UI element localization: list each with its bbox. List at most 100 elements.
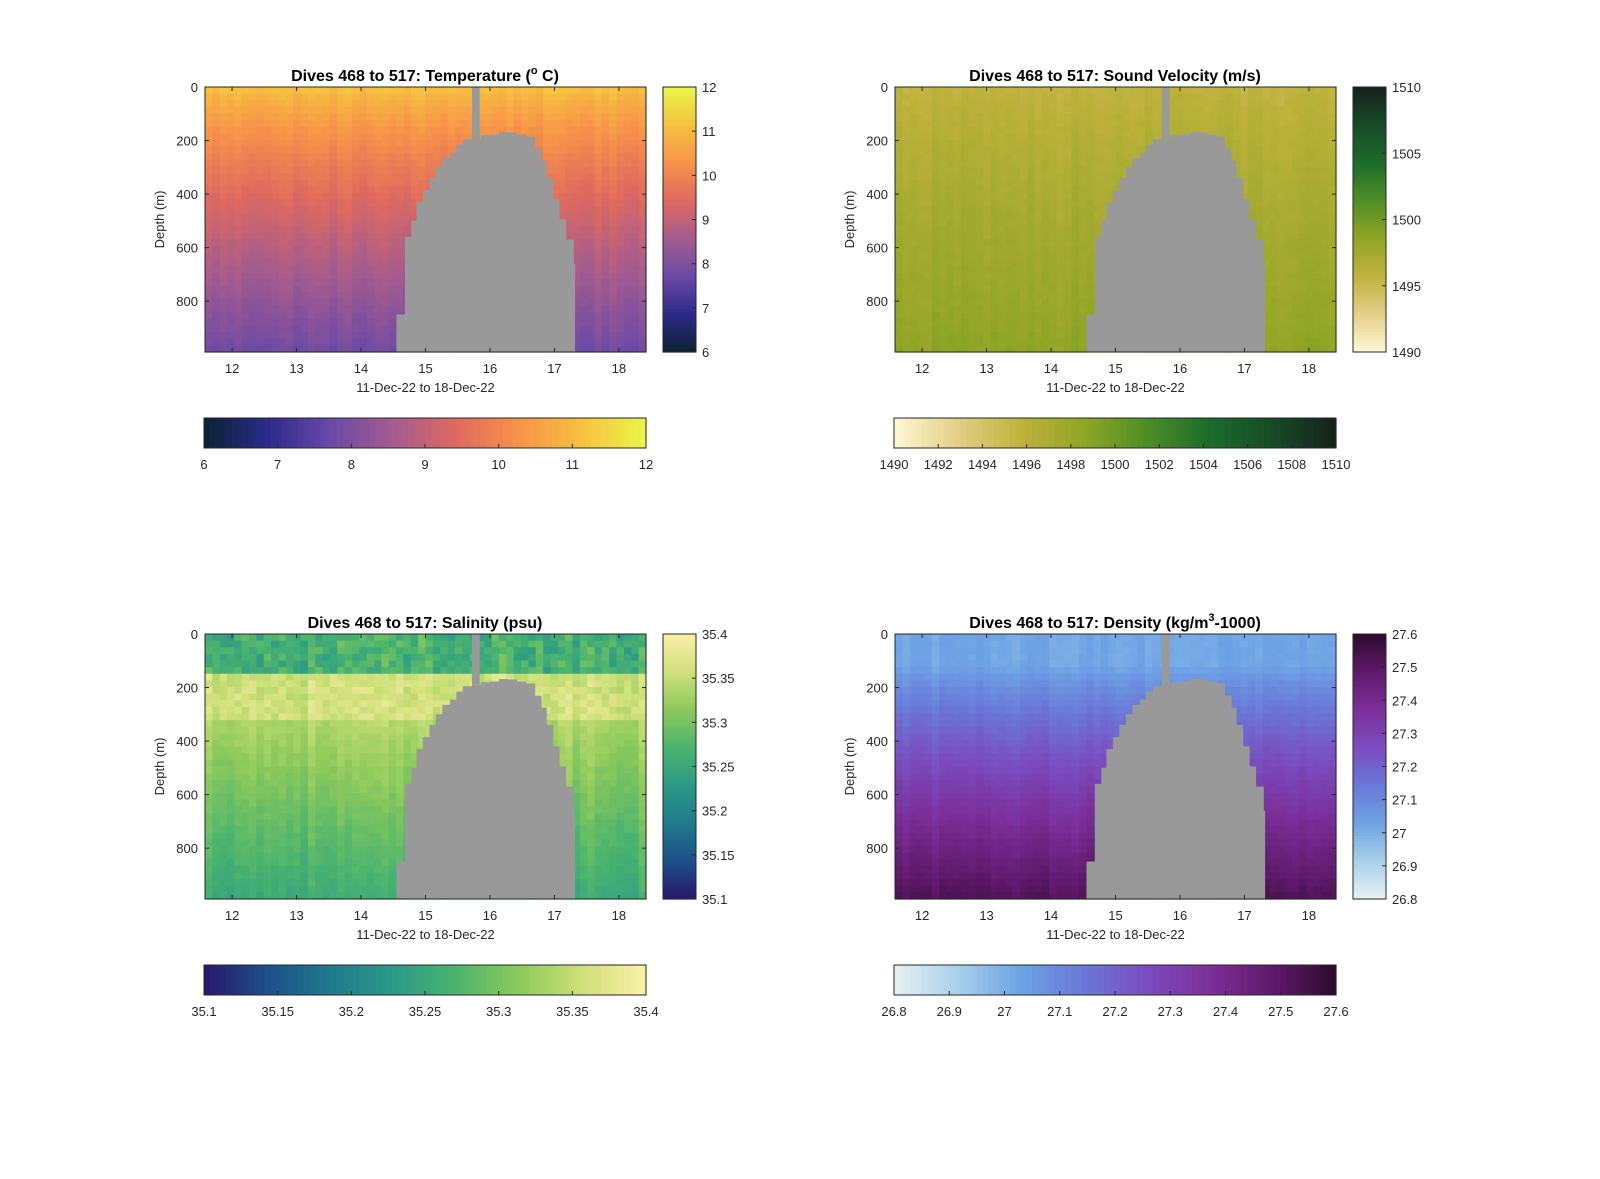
heatmap-cell [307, 133, 316, 141]
heatmap-cell [227, 113, 235, 121]
heatmap-cell [263, 140, 272, 148]
heatmap-cell [983, 146, 992, 154]
heatmap-cell [205, 239, 213, 247]
colorbar-segment [663, 252, 696, 257]
heatmap-cell [975, 179, 984, 187]
heatmap-cell [1034, 232, 1043, 240]
heatmap-cell [1299, 246, 1308, 254]
heatmap-cell [924, 179, 933, 187]
heatmap-cell [616, 186, 625, 194]
heatmap-cell [1122, 133, 1131, 141]
heatmap-cell [329, 153, 338, 161]
heatmap-cell [917, 246, 925, 254]
heatmap-cell [1034, 312, 1043, 320]
heatmap-cell [543, 146, 552, 154]
heatmap-cell [968, 312, 977, 320]
heatmap-cell [249, 212, 258, 221]
heatmap-cell [307, 193, 316, 201]
heatmap-cell [587, 299, 596, 307]
heatmap-cell [307, 299, 316, 307]
heatmap-cell [609, 140, 618, 148]
heatmap-cell [381, 179, 390, 187]
heatmap-cell [1277, 265, 1286, 274]
heatmap-cell [227, 259, 235, 267]
heatmap-cell [939, 106, 948, 115]
heatmap-cell [1299, 120, 1308, 128]
heatmap-cell [902, 232, 911, 240]
heatmap-cell [293, 279, 302, 287]
heatmap-cell [1277, 106, 1286, 115]
heatmap-cell [1166, 120, 1175, 128]
heatmap-cell [1086, 166, 1095, 174]
heatmap-cell [337, 338, 346, 346]
heatmap-cell [1012, 159, 1021, 168]
heatmap-cell [1262, 338, 1271, 346]
heatmap-cell [909, 285, 918, 293]
heatmap-cell [623, 212, 632, 221]
colorbar-segment [342, 418, 349, 448]
heatmap-cell [212, 206, 221, 214]
heatmap-cell [1277, 219, 1286, 227]
heatmap-cell [352, 100, 360, 108]
heatmap-cell [601, 219, 610, 227]
colorbar-segment [623, 418, 631, 448]
colorbar-segment [601, 418, 608, 448]
heatmap-cell [329, 259, 338, 267]
heatmap-cell [931, 206, 940, 214]
heatmap-cell [285, 318, 294, 327]
heatmap-cell [1144, 100, 1153, 108]
heatmap-cell [983, 199, 992, 207]
heatmap-cell [300, 120, 309, 128]
heatmap-cell [565, 179, 574, 187]
colorbar-segment [663, 159, 696, 164]
heatmap-cell [454, 106, 463, 115]
heatmap-cell [572, 345, 581, 353]
heatmap-cell [403, 93, 412, 101]
heatmap-cell [278, 199, 287, 207]
heatmap-cell [953, 126, 962, 134]
colorbar-tick-label: 10 [491, 457, 505, 472]
heatmap-cell [396, 113, 405, 121]
heatmap-cell [1019, 93, 1028, 101]
heatmap-cell [1108, 87, 1117, 95]
heatmap-cell [961, 206, 970, 214]
heatmap-cell [432, 153, 441, 161]
heatmap-cell [946, 193, 955, 201]
heatmap-cell [909, 305, 918, 313]
heatmap-cell [1233, 93, 1242, 101]
heatmap-cell [1262, 100, 1271, 108]
heatmap-cell [975, 173, 984, 181]
heatmap-cell [352, 292, 360, 300]
heatmap-cell [1240, 100, 1249, 108]
heatmap-cell [1027, 252, 1036, 260]
heatmap-cell [1056, 345, 1065, 353]
heatmap-cell [961, 332, 970, 340]
heatmap-cell [241, 252, 250, 260]
heatmap-cell [403, 226, 412, 234]
heatmap-cell [263, 285, 272, 293]
heatmap-cell [1313, 100, 1322, 108]
heatmap-cell [322, 120, 331, 128]
heatmap-cell [1042, 219, 1050, 227]
heatmap-cell [381, 199, 390, 207]
heatmap-cell [359, 146, 368, 154]
heatmap-cell [1012, 292, 1021, 300]
heatmap-cell [381, 325, 390, 333]
heatmap-cell [1064, 305, 1072, 313]
heatmap-cell [975, 106, 984, 115]
heatmap-cell [631, 325, 640, 333]
heatmap-cell [241, 325, 250, 333]
heatmap-cell [396, 179, 405, 187]
heatmap-cell [946, 292, 955, 300]
heatmap-cell [432, 113, 441, 121]
heatmap-cell [410, 166, 419, 174]
heatmap-cell [631, 87, 640, 95]
heatmap-cell [491, 106, 500, 115]
heatmap-cell [307, 272, 316, 280]
heatmap-cell [219, 173, 228, 181]
heatmap-cell [543, 159, 552, 168]
heatmap-cell [1306, 120, 1315, 128]
heatmap-cell [1247, 146, 1256, 154]
heatmap-cell [315, 126, 324, 134]
